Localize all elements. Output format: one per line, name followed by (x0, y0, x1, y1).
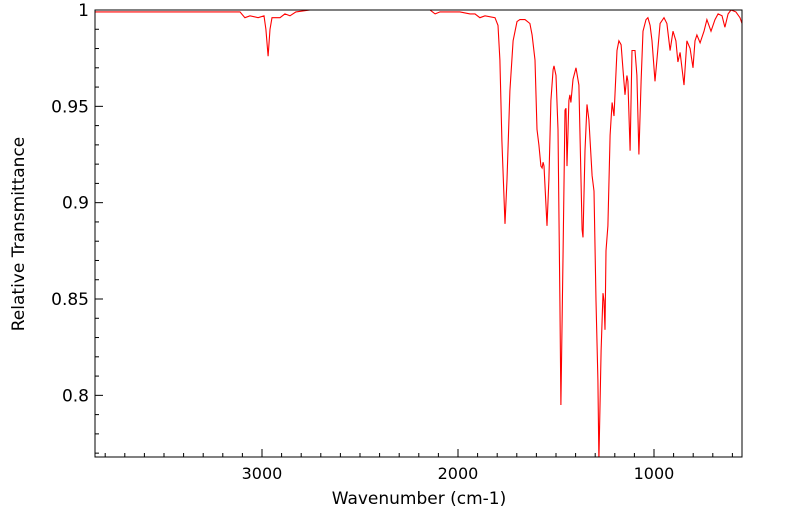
y-tick-label: 0.9 (62, 194, 89, 214)
tick-labels: 3000 2000 1000 0.8 0.85 0.9 0.95 1 (51, 1, 674, 483)
axis-ticks (95, 9, 733, 457)
x-tick-label: 2000 (438, 464, 479, 483)
y-tick-label: 0.8 (62, 386, 89, 406)
y-tick-label: 1 (78, 1, 89, 21)
x-tick-label: 1000 (634, 464, 675, 483)
y-axis-label: Relative Transmittance (9, 137, 29, 332)
y-tick-label: 0.95 (51, 97, 89, 117)
y-tick-label: 0.85 (51, 290, 89, 310)
x-tick-label: 3000 (242, 464, 283, 483)
plot-background (95, 10, 742, 457)
spectrum-line (95, 10, 742, 457)
plot-frame (94, 9, 743, 458)
x-axis-label: Wavenumber (cm-1) (332, 489, 507, 509)
